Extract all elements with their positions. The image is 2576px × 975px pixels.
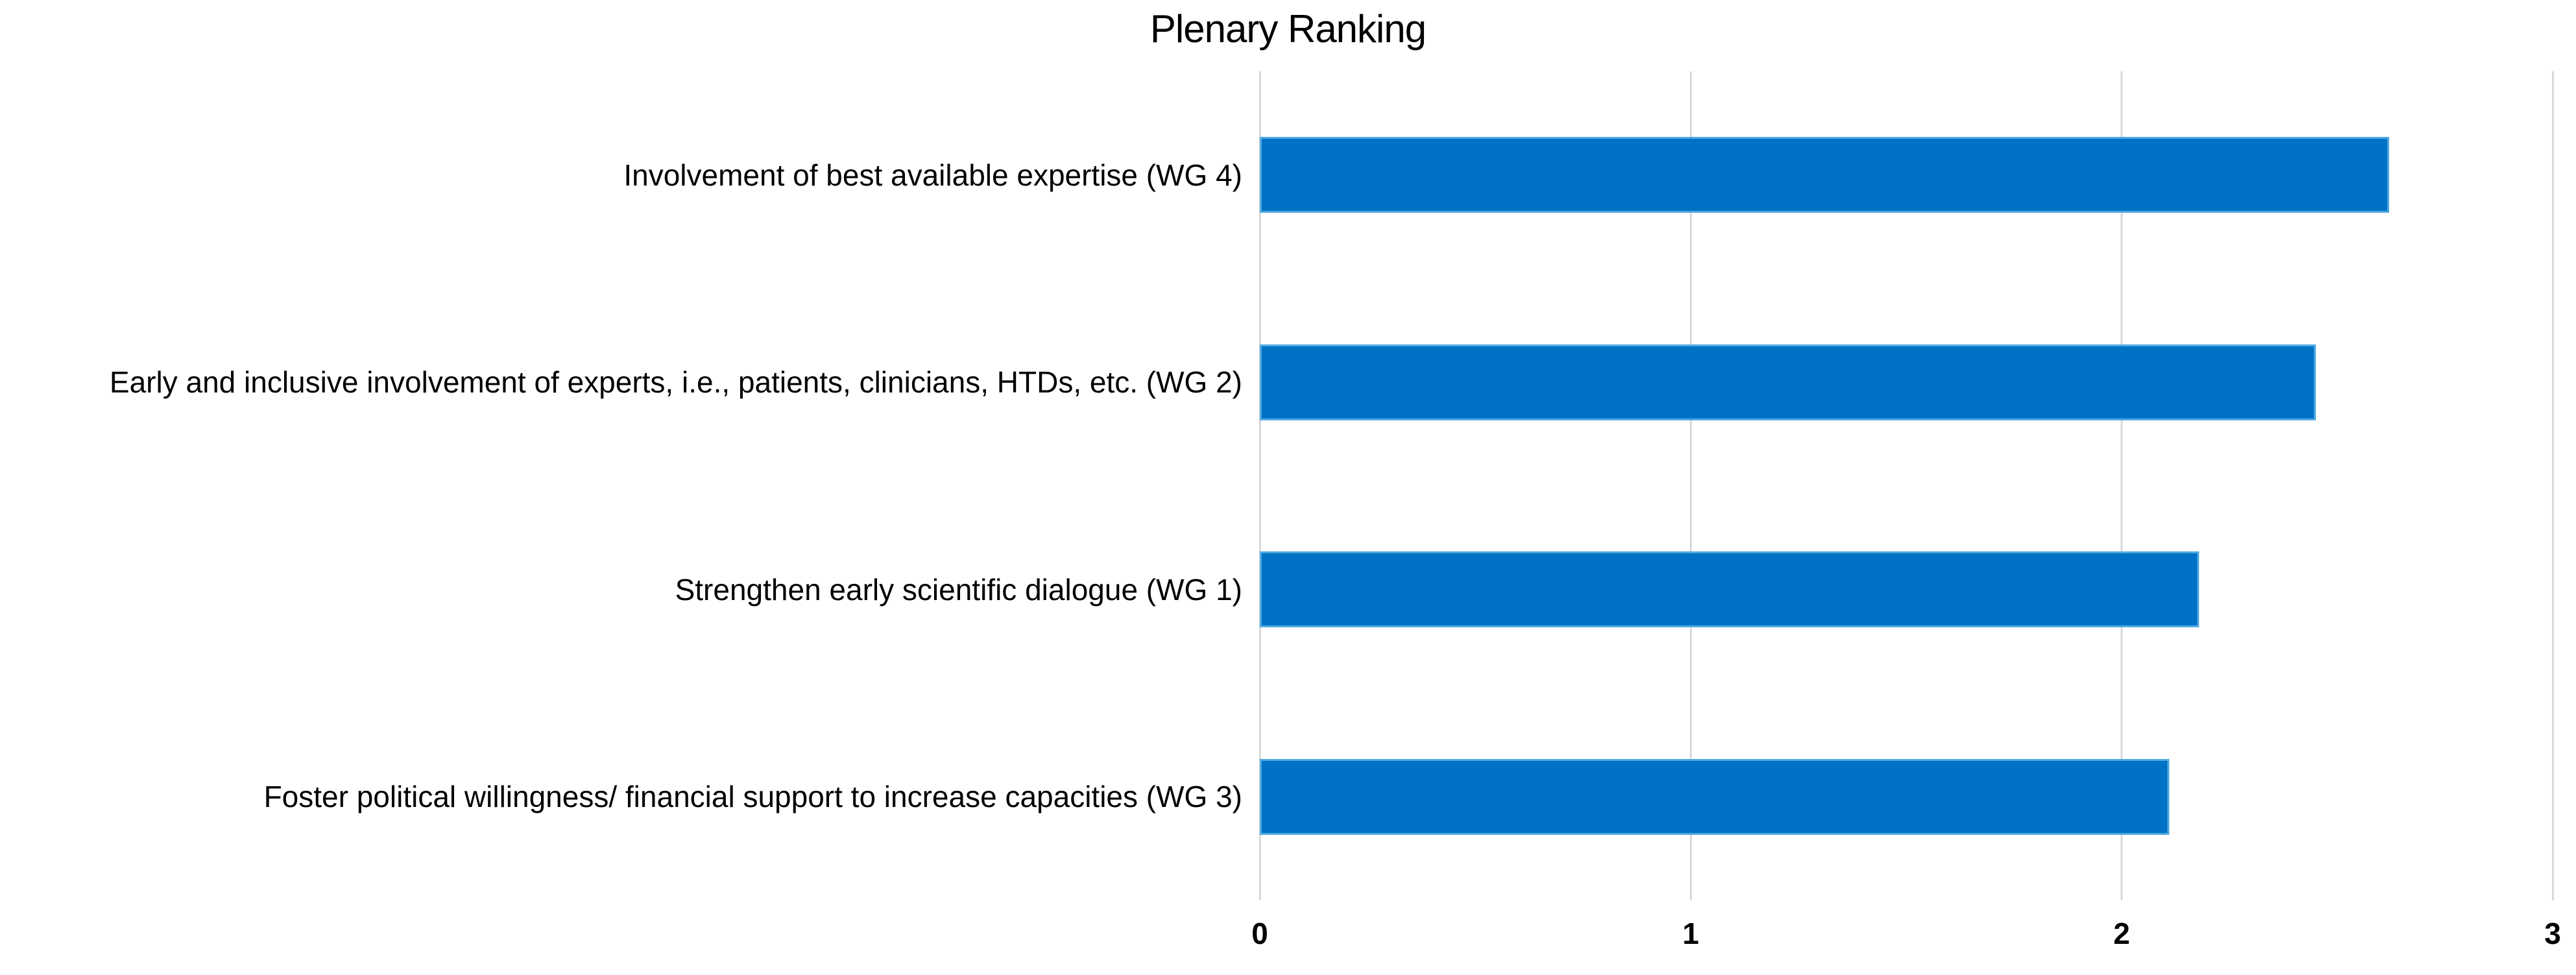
bar [1260,344,2316,420]
bar [1260,137,2389,213]
plot-area [1258,71,2554,900]
chart-title: Plenary Ranking [1150,7,1426,51]
category-label: Foster political willingness/ financial … [263,780,1242,814]
category-label: Involvement of best available expertise … [623,158,1242,192]
x-tick-label: 1 [1682,917,1700,950]
bar [1260,551,2200,628]
x-tick-label: 2 [2113,917,2130,950]
x-tick-label: 3 [2544,917,2561,950]
gridline [1689,71,1692,900]
category-label: Strengthen early scientific dialogue (WG… [675,572,1242,607]
gridline [2121,71,2123,900]
x-tick-label: 0 [1251,917,1268,950]
gridline [1258,71,1261,900]
bar [1260,758,2169,835]
category-label: Early and inclusive involvement of exper… [109,365,1242,400]
gridline [2551,71,2554,900]
